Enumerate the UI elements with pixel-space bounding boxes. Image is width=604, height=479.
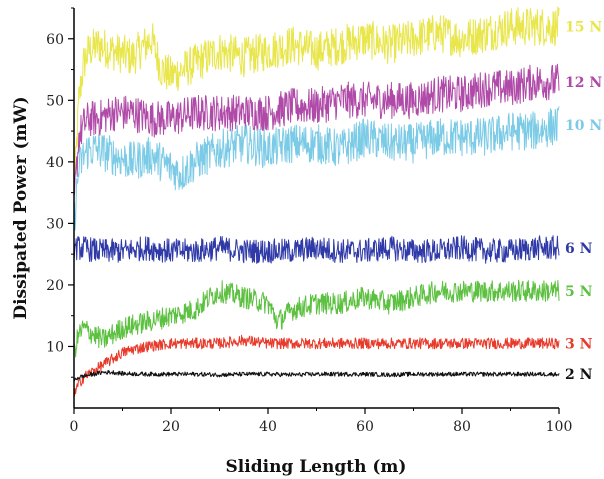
labels-layer: 15 N 12 N 10 N 6 N 5 N 3 N 2 N — [565, 19, 602, 383]
x-axis-title: Sliding Length (m) — [226, 457, 407, 477]
series-line — [73, 369, 560, 382]
x-tick-label: 40 — [259, 419, 277, 435]
y-tick-label: 20 — [46, 278, 64, 294]
series-label: 15 N — [565, 19, 602, 35]
x-tick-label: 0 — [70, 419, 79, 435]
x-tick-label: 100 — [546, 419, 573, 435]
y-axis-title: Dissipated Power (mW) — [11, 96, 31, 319]
y-tick-label: 30 — [46, 216, 64, 232]
y-tick-label: 10 — [46, 339, 64, 355]
series-line — [73, 235, 560, 264]
y-tick-label: 50 — [46, 93, 64, 109]
ticks-layer: 0 20 40 60 80 100 10 20 30 40 50 60 — [46, 7, 573, 435]
series-label: 12 N — [565, 75, 602, 91]
y-tick-label: 40 — [46, 155, 64, 171]
y-tick-label: 60 — [46, 32, 64, 48]
series-label: 6 N — [565, 241, 593, 257]
series-line — [73, 6, 560, 196]
x-tick-label: 60 — [356, 419, 374, 435]
x-tick-label: 20 — [162, 419, 180, 435]
series-line — [73, 106, 560, 231]
series-line — [73, 279, 560, 358]
series-line — [73, 63, 560, 195]
series-line — [73, 334, 560, 398]
series-label: 5 N — [565, 284, 593, 300]
series-layer — [73, 6, 560, 398]
series-label: 3 N — [565, 336, 593, 352]
x-tick-label: 80 — [453, 419, 471, 435]
series-label: 2 N — [565, 367, 593, 383]
series-label: 10 N — [565, 118, 602, 134]
